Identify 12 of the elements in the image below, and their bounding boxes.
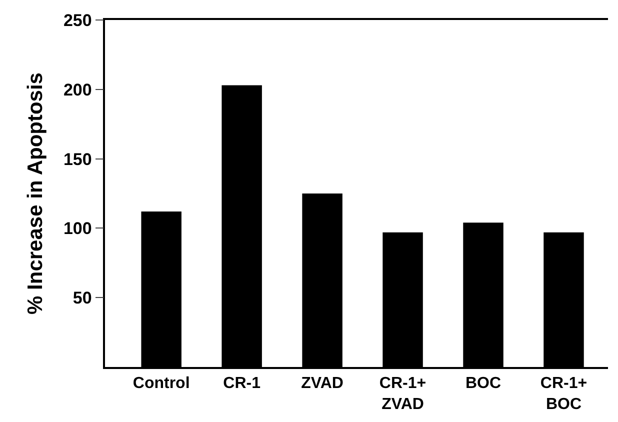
x-tick-label: Control	[132, 374, 190, 392]
y-axis-title: % Increase in Apoptosis	[24, 72, 48, 314]
y-tick-label: 150	[63, 150, 92, 169]
y-tick-label: 50	[72, 288, 92, 308]
y-tick-label: 200	[63, 80, 92, 100]
x-tick-label: CR-1	[223, 374, 261, 392]
x-tick-label: BOC	[465, 374, 502, 392]
x-tick-label: CR-1+ ZVAD	[379, 374, 426, 413]
x-tick-label: CR-1+ BOC	[540, 374, 588, 413]
x-tick-label: ZVAD	[301, 374, 344, 392]
y-tick-label: 100	[63, 219, 92, 238]
y-tick-label: 250	[63, 10, 92, 30]
